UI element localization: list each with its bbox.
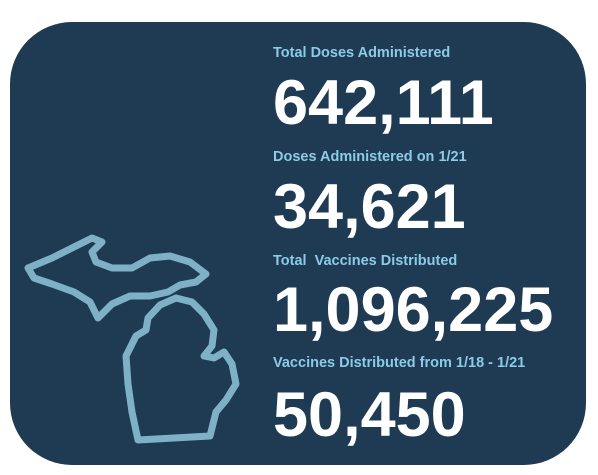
stat-value: 642,111 — [273, 68, 494, 138]
stat-label: Total Vaccines Distributed — [273, 253, 457, 269]
michigan-outline — [24, 234, 240, 444]
stat-label: Total Doses Administered — [273, 45, 450, 61]
stat-label: Doses Administered on 1/21 — [273, 149, 467, 165]
stat-value: 1,096,225 — [273, 275, 553, 345]
lower-peninsula — [122, 294, 240, 444]
upper-peninsula — [24, 234, 210, 322]
stat-value: 34,621 — [273, 172, 466, 242]
stat-value: 50,450 — [273, 380, 466, 450]
stats: Total Doses Administered 642,111 Doses Adm… — [273, 45, 553, 450]
stat-label: Vaccines Distributed from 1/18 - 1/21 — [273, 355, 525, 371]
panel — [10, 22, 586, 465]
